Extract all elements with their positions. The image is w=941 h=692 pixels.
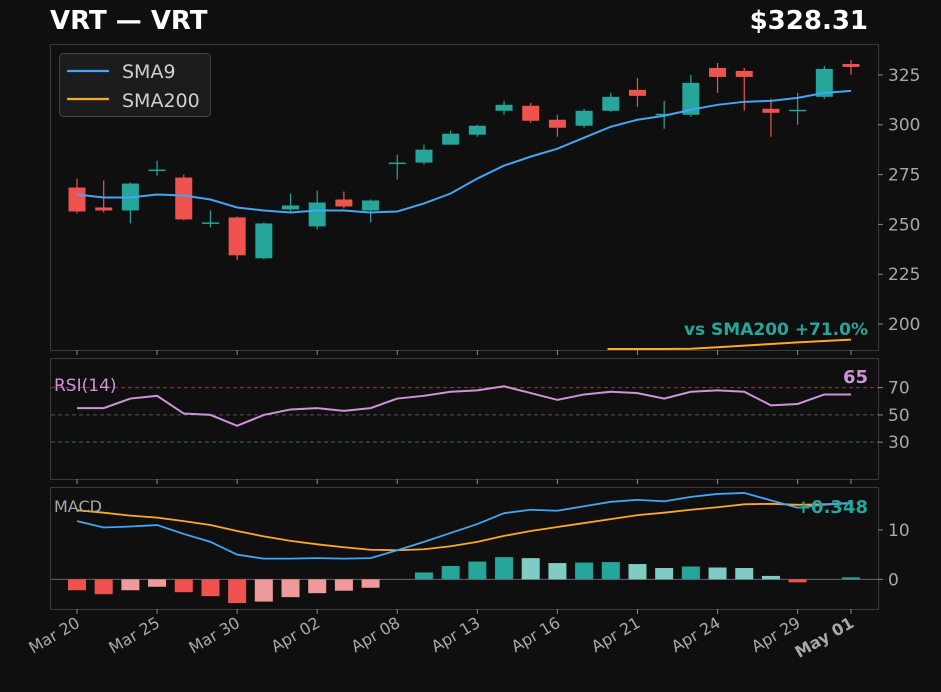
legend: SMA9 SMA200 (59, 53, 211, 117)
legend-sma200-label: SMA200 (122, 90, 200, 112)
candle-body (468, 125, 486, 135)
xtick-label: Mar 20 (25, 613, 83, 657)
macd-histogram-bar (575, 562, 594, 580)
candle-body (842, 63, 860, 67)
macd-histogram-bar (228, 579, 247, 604)
xtick-label: Apr 08 (348, 613, 404, 656)
rsi-ytick-label: 70 (888, 379, 910, 399)
candle-body (95, 207, 113, 211)
price-ytick-label: 300 (888, 116, 920, 136)
candle-body (201, 222, 219, 224)
macd-histogram-bar (201, 579, 220, 597)
candle-body (282, 205, 300, 210)
price-ytick-label: 325 (888, 66, 920, 86)
xtick-label: Apr 02 (268, 613, 324, 656)
rsi-label: RSI(14) (54, 376, 117, 396)
candle-body (735, 70, 753, 77)
macd-histogram-bar (334, 579, 353, 591)
macd-histogram-bar (148, 579, 167, 587)
xtick-label: Mar 25 (105, 613, 163, 657)
macd-histogram-bar (601, 562, 620, 580)
macd-histogram-bar (441, 566, 460, 580)
candle-body (308, 202, 326, 227)
macd-histogram-bar (548, 563, 567, 580)
candle-body (682, 82, 700, 115)
macd-histogram-bar (842, 577, 860, 580)
xtick-label: Apr 21 (588, 613, 644, 656)
macd-histogram-bar (361, 579, 380, 588)
macd-histogram-bar (708, 567, 727, 580)
macd-panel (50, 487, 879, 610)
macd-signal-line (76, 502, 852, 552)
candle-body (655, 113, 673, 116)
candle-body (548, 119, 566, 128)
sma200-comparison: vs SMA200 +71.0% (684, 320, 868, 340)
price-ytick-label: 225 (888, 265, 920, 285)
xtick-label: Apr 24 (668, 613, 724, 656)
macd-line (76, 492, 852, 560)
rsi-last-value: 65 (843, 367, 868, 388)
macd-histogram-bar (761, 575, 780, 580)
rsi-ytick-label: 50 (888, 406, 910, 426)
macd-histogram-bar (68, 579, 86, 591)
candle-body (762, 108, 780, 113)
macd-histogram-bar (254, 579, 273, 602)
candle-body (148, 169, 166, 172)
legend-box (59, 53, 211, 117)
candle-body (228, 217, 246, 256)
macd-histogram-bar (655, 568, 674, 580)
candle-body (335, 199, 353, 207)
macd-last-value: +0.348 (796, 497, 868, 518)
candle-body (362, 200, 380, 211)
candle-body (628, 89, 646, 96)
rsi-panel (50, 358, 879, 480)
xtick-label: Apr 16 (508, 613, 564, 656)
macd-ytick-label: 10 (888, 521, 910, 541)
macd-label: MACD (54, 497, 102, 516)
macd-histogram-bar (94, 579, 113, 595)
candle-body (175, 177, 193, 220)
candle-body (815, 68, 833, 97)
macd-histogram-bar (174, 579, 193, 593)
macd-histogram-bar (121, 579, 140, 591)
candle-body (522, 105, 540, 121)
candle-body (255, 223, 273, 259)
candle-body (575, 110, 593, 126)
macd-histogram-bar (681, 566, 700, 580)
macd-histogram-bar (495, 557, 514, 580)
candle-body (442, 133, 460, 145)
price-ytick-label: 200 (888, 315, 920, 335)
macd-histogram-bar (281, 579, 300, 598)
sma200-line (607, 338, 852, 350)
last-price: $328.31 (749, 6, 868, 36)
xtick-label-current: May 01 (792, 613, 857, 662)
macd-histogram-bar (308, 579, 327, 594)
rsi-ytick-label: 30 (888, 433, 910, 453)
xtick-label: Mar 30 (185, 613, 243, 657)
candle-body (495, 104, 513, 111)
candle-body (602, 96, 620, 111)
candle-body (388, 162, 406, 165)
chart-title: VRT — VRT (50, 6, 208, 36)
xtick-label: Apr 13 (428, 613, 484, 656)
macd-histogram-bar (414, 572, 433, 580)
sma9-line (76, 89, 852, 214)
macd-histogram-bar (735, 568, 754, 580)
macd-histogram-bar (788, 579, 807, 583)
macd-histogram-bar (521, 558, 540, 580)
rsi-line (77, 385, 851, 427)
candle-body (415, 149, 433, 163)
macd-histogram-bar (628, 564, 647, 580)
price-ytick-label: 250 (888, 215, 920, 235)
candle-body (68, 187, 86, 212)
price-ytick-label: 275 (888, 166, 920, 186)
legend-sma9-label: SMA9 (122, 61, 176, 83)
candle-body (789, 109, 807, 112)
macd-ytick-label: 0 (888, 570, 899, 590)
candle-body (709, 67, 727, 77)
macd-histogram-bar (468, 561, 487, 580)
